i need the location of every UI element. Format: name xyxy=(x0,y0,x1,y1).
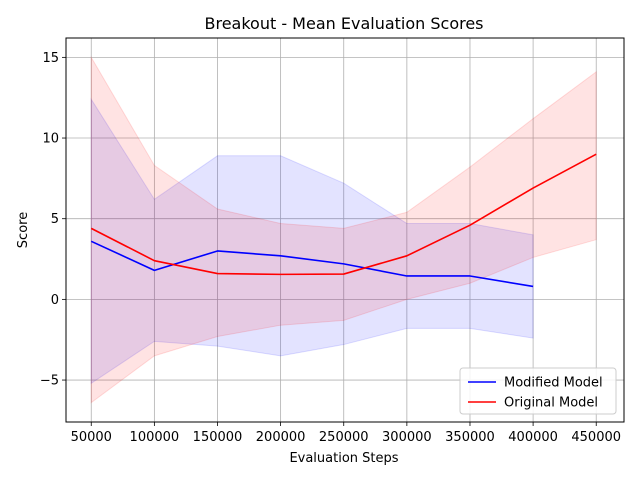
x-tick-label: 250000 xyxy=(319,430,369,445)
series-line-original xyxy=(90,153,597,276)
confidence-band-modified xyxy=(90,97,534,385)
y-tick-label: 10 xyxy=(42,132,59,147)
confidence-bands xyxy=(90,55,597,404)
plot-frame xyxy=(65,37,625,423)
legend-label: Original Model xyxy=(504,396,598,411)
y-tick-label: 5 xyxy=(51,212,59,227)
y-tick-label: 0 xyxy=(51,293,59,308)
x-tick-label: 300000 xyxy=(382,430,432,445)
x-tick-label: 100000 xyxy=(130,430,180,445)
series-lines xyxy=(90,153,597,288)
y-axis-title: Score xyxy=(16,212,31,248)
chart-title: Breakout - Mean Evaluation Scores xyxy=(204,14,483,33)
y-tick-label: 15 xyxy=(42,51,59,66)
x-axis-title: Evaluation Steps xyxy=(289,451,398,466)
x-tick-label: 450000 xyxy=(571,430,621,445)
legend: Modified Model Original Model xyxy=(459,367,617,415)
legend-box xyxy=(459,367,617,415)
x-tick-label: 150000 xyxy=(193,430,243,445)
y-tick-label: −5 xyxy=(40,374,59,389)
grid-layer xyxy=(66,38,624,422)
x-tick-label: 200000 xyxy=(256,430,306,445)
axis-ticks: 50000 100000 150000 200000 250000 300000 35000… xyxy=(40,51,621,445)
confidence-band-original xyxy=(90,55,597,404)
x-tick-label: 400000 xyxy=(508,430,558,445)
legend-label: Modified Model xyxy=(504,376,603,391)
series-line-modified xyxy=(90,240,534,288)
x-tick-label: 50000 xyxy=(71,430,112,445)
x-tick-label: 350000 xyxy=(445,430,495,445)
